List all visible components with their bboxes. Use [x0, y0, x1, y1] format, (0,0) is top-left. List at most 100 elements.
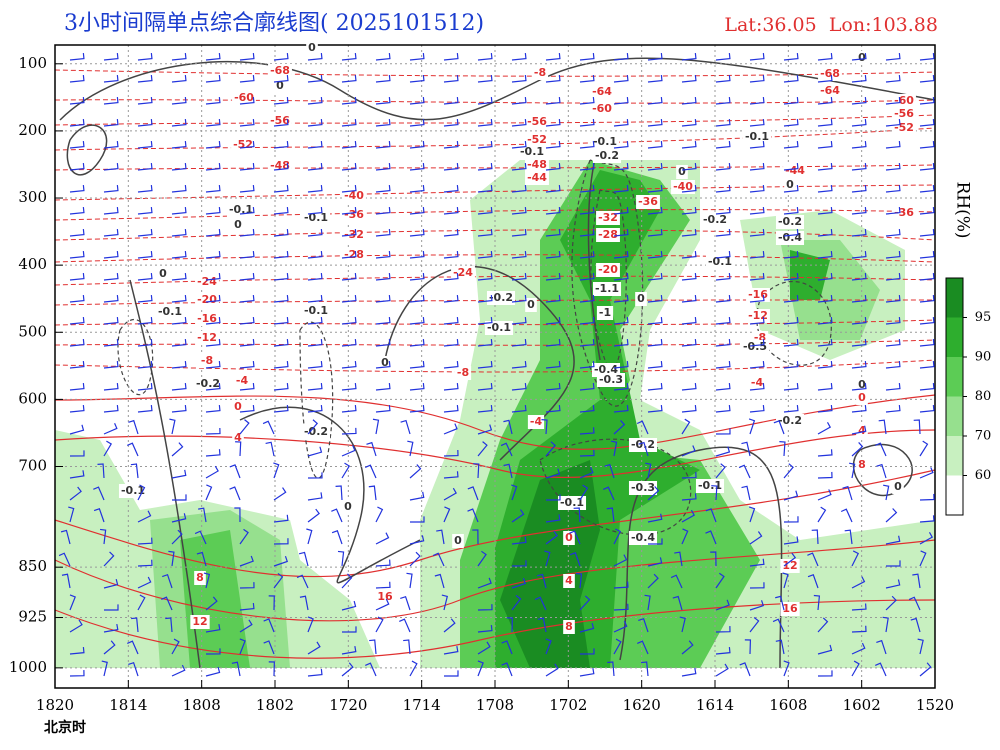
wind-barb	[69, 140, 85, 149]
wind-barb	[375, 316, 391, 325]
wind-barb	[715, 663, 729, 677]
omega-label-box	[856, 51, 868, 65]
omega-label-text: -0.4	[631, 531, 655, 544]
omega-label-text: -0.1	[158, 305, 182, 318]
wind-barb	[885, 184, 901, 193]
temperature-label: -24	[451, 266, 475, 280]
wind-barb	[69, 486, 82, 501]
wind-barb	[341, 462, 351, 479]
temperature-label-text: 8	[196, 571, 204, 584]
wind-barb	[93, 508, 105, 523]
wind-barb	[409, 404, 425, 413]
wind-barb	[171, 360, 187, 369]
wind-barb	[579, 404, 595, 413]
wind-barb	[239, 528, 249, 545]
wind-barb	[69, 316, 85, 325]
wind-barb	[749, 558, 765, 567]
omega-label-text: -0.1	[304, 304, 328, 317]
wind-barb	[710, 551, 717, 567]
omega-label-box	[628, 531, 658, 545]
wind-barb	[268, 595, 275, 611]
wind-barb	[169, 418, 176, 435]
wind-barb	[749, 294, 765, 303]
temperature-label: -52	[525, 133, 549, 147]
omega-label-text: 0	[276, 79, 284, 92]
omega-label-box	[740, 340, 770, 354]
wind-barb	[69, 404, 85, 413]
omega-label-text: -0.1	[745, 130, 769, 143]
omega-label: -0.2	[193, 377, 223, 391]
wind-barb	[647, 52, 663, 61]
temperature-label-text: -68	[820, 67, 840, 80]
wind-barb	[341, 338, 357, 347]
wind-barb	[341, 662, 354, 677]
wind-barb	[681, 404, 697, 413]
wind-barb	[307, 360, 323, 369]
wind-barb	[239, 272, 255, 281]
wind-barb	[544, 550, 551, 567]
wind-barb	[273, 140, 289, 149]
wind-barb	[443, 74, 459, 83]
wind-barb	[231, 661, 241, 677]
temperature-label-box	[525, 115, 549, 129]
wind-barb	[409, 250, 425, 259]
wind-barb	[773, 420, 785, 435]
wind-barb	[436, 529, 445, 545]
wind-barb	[137, 118, 153, 127]
wind-barb	[171, 442, 184, 457]
wind-barb	[919, 662, 932, 677]
wind-barb	[579, 338, 595, 347]
wind-barb	[171, 140, 187, 149]
wind-barb	[511, 360, 527, 369]
omega-label: -0.2	[775, 215, 805, 229]
wind-barb	[273, 404, 289, 413]
wind-barb	[341, 96, 357, 105]
wind-barb	[783, 228, 799, 237]
omega-label: -0.1	[742, 130, 772, 144]
wind-barb	[239, 294, 255, 303]
wind-barb	[103, 360, 119, 369]
temperature-label-box	[198, 354, 216, 368]
wind-barb	[341, 184, 357, 193]
omega-label-box	[452, 534, 464, 548]
wind-barb	[681, 228, 697, 237]
wind-barb	[239, 228, 255, 237]
wind-barb	[613, 382, 629, 391]
wind-barb	[919, 206, 935, 215]
temperature-label: -44	[525, 171, 549, 185]
wind-barb	[409, 96, 425, 105]
omega-label-box	[628, 438, 658, 452]
wind-barb	[715, 626, 731, 633]
wind-barb	[885, 140, 901, 149]
omega-label: 0	[232, 218, 244, 232]
wind-barb	[103, 604, 119, 611]
wind-barb	[239, 206, 255, 215]
location: Lat:36.05 Lon:103.88	[724, 14, 938, 36]
wind-barb	[234, 507, 241, 523]
wind-barb	[137, 250, 153, 259]
temperature-label-box	[596, 263, 620, 277]
wind-barb	[171, 469, 187, 479]
temperature-label-box	[856, 391, 868, 405]
wind-barb	[375, 360, 391, 369]
wind-barb	[817, 670, 833, 677]
wind-barb	[851, 250, 867, 259]
wind-barb	[579, 118, 595, 127]
omega-label: 0	[856, 51, 868, 65]
wind-barb	[670, 574, 683, 589]
wind-barb	[69, 450, 85, 457]
omega-label: -0.1	[557, 496, 587, 510]
wind-barb	[103, 272, 119, 281]
wind-barb	[409, 162, 425, 171]
temperature-label-text: -52	[894, 121, 914, 134]
wind-barb	[919, 162, 935, 171]
wind-barb	[341, 294, 357, 303]
omega-label: -0.2	[301, 425, 331, 439]
temperature-label: -8	[531, 66, 549, 80]
omega-label-box	[705, 255, 735, 269]
wind-barb	[477, 577, 492, 589]
wind-barb	[715, 647, 731, 655]
wind-barb	[171, 513, 187, 523]
wind-barb	[844, 529, 853, 545]
y-tick-label: 850	[18, 557, 47, 575]
